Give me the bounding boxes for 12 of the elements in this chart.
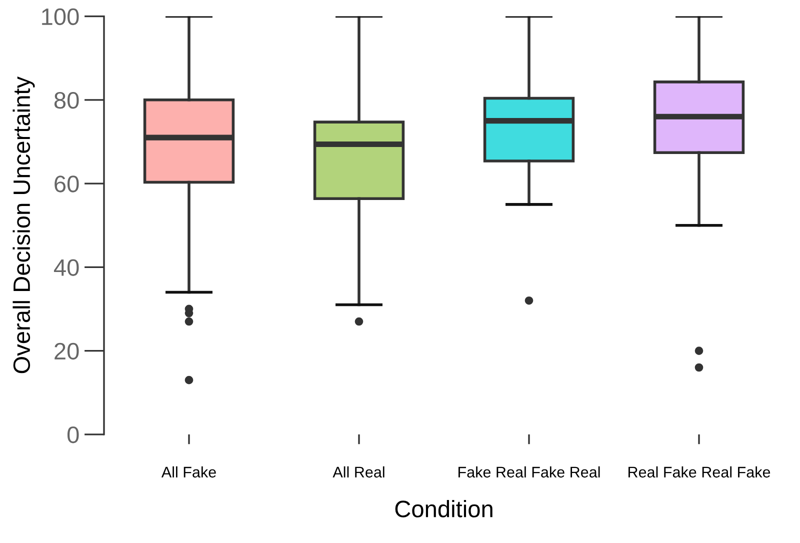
y-tick-label: 60 bbox=[54, 176, 79, 192]
x-tick-label: Real Fake Real Fake bbox=[628, 466, 770, 478]
y-axis-title: Overall Decision Uncertainty bbox=[12, 76, 35, 374]
x-tick-label: All Fake bbox=[161, 466, 216, 478]
y-tick-label: 100 bbox=[42, 8, 79, 26]
x-axis-title: Condition bbox=[395, 500, 492, 518]
x-tick-label: Fake Real Fake Real bbox=[458, 466, 600, 478]
y-tick-label: 80 bbox=[54, 92, 79, 109]
y-tick-label: 40 bbox=[54, 259, 79, 276]
x-tick-label: All Real bbox=[332, 466, 384, 478]
y-tick-label: 20 bbox=[54, 342, 79, 360]
y-tick-label: 0 bbox=[67, 426, 79, 444]
